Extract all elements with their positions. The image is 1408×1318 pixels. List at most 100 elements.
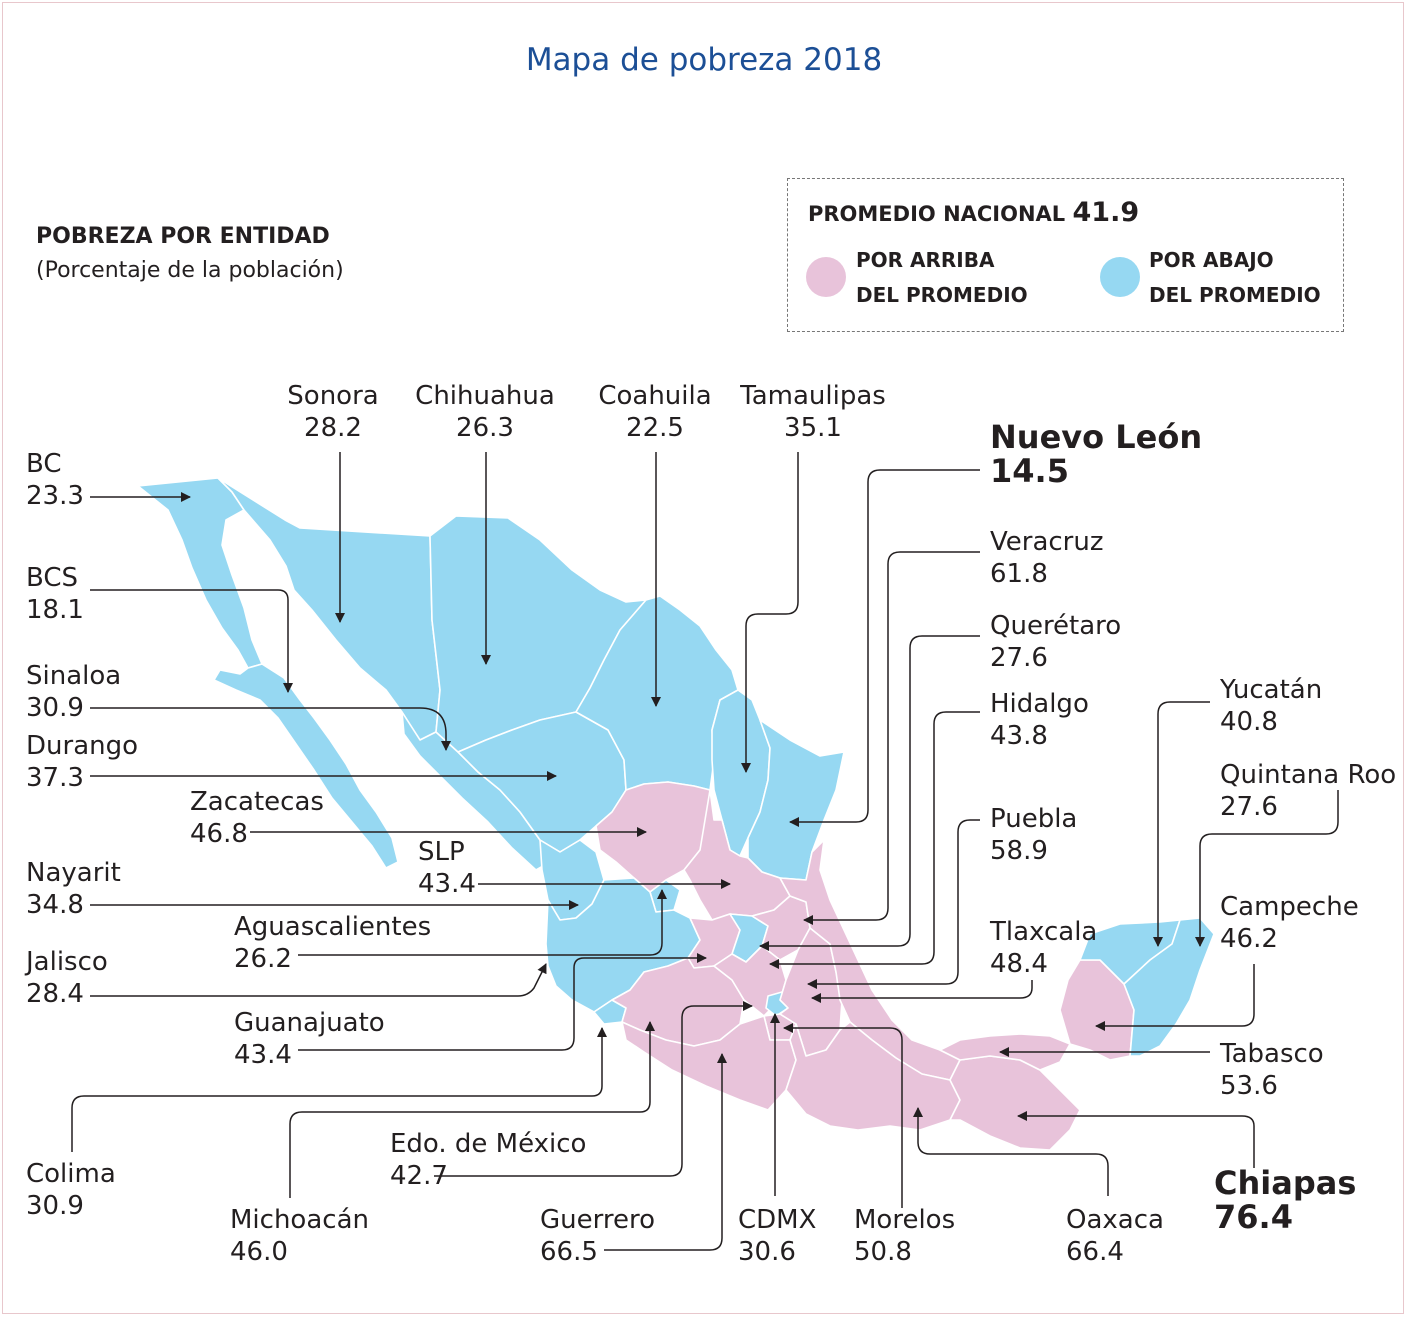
- label-oaxaca-value: 66.4: [1066, 1237, 1124, 1267]
- label-tabasco: Tabasco 53.6: [1220, 1038, 1324, 1102]
- state-quintana-roo: [1123, 917, 1215, 1057]
- label-queretaro-name: Querétaro: [990, 611, 1122, 641]
- label-zacatecas: Zacatecas 46.8: [190, 786, 324, 850]
- label-edomex-name: Edo. de México: [390, 1129, 587, 1159]
- label-queretaro: Querétaro 27.6: [990, 610, 1121, 674]
- label-sonora: Sonora 28.2: [280, 380, 386, 444]
- legend-average-label: PROMEDIO NACIONAL: [808, 202, 1066, 226]
- legend-below-line2: DEL PROMEDIO: [1149, 283, 1321, 307]
- label-sonora-name: Sonora: [287, 381, 379, 411]
- label-sinaloa-name: Sinaloa: [26, 661, 122, 691]
- label-yucatan: Yucatán 40.8: [1220, 674, 1322, 738]
- legend: PROMEDIO NACIONAL 41.9 POR ARRIBA DEL PR…: [787, 178, 1344, 332]
- label-nuevo-leon: Nuevo León 14.5: [990, 420, 1202, 488]
- label-tlaxcala-value: 48.4: [990, 949, 1048, 979]
- label-jalisco-name: Jalisco: [26, 947, 108, 977]
- label-edomex-value: 42.7: [390, 1161, 448, 1191]
- label-yucatan-name: Yucatán: [1220, 675, 1323, 705]
- label-quintana-roo-value: 27.6: [1220, 792, 1278, 822]
- label-bc-name: BC: [26, 449, 62, 479]
- label-aguascalientes-name: Aguascalientes: [234, 912, 432, 942]
- label-oaxaca-name: Oaxaca: [1066, 1205, 1164, 1235]
- leader-tlaxcala: [811, 980, 1033, 1003]
- label-tlaxcala: Tlaxcala 48.4: [990, 916, 1097, 980]
- label-sinaloa: Sinaloa 30.9: [26, 660, 121, 724]
- label-bcs: BCS 18.1: [26, 562, 84, 626]
- label-bcs-name: BCS: [26, 563, 79, 593]
- leader-michoacan: [289, 1021, 655, 1198]
- label-zacatecas-value: 46.8: [190, 819, 248, 849]
- label-morelos: Morelos 50.8: [854, 1204, 955, 1268]
- label-campeche-value: 46.2: [1220, 924, 1278, 954]
- leader-yucatan: [1153, 701, 1210, 947]
- legend-average-value: 41.9: [1072, 197, 1140, 228]
- label-jalisco-value: 28.4: [26, 979, 84, 1009]
- leader-oaxaca: [913, 1107, 1109, 1196]
- state-zacatecas: [595, 781, 715, 893]
- label-aguascalientes-value: 26.2: [234, 944, 292, 974]
- label-veracruz-name: Veracruz: [990, 527, 1104, 557]
- label-tabasco-value: 53.6: [1220, 1071, 1278, 1101]
- label-campeche-name: Campeche: [1220, 892, 1359, 922]
- label-campeche: Campeche 46.2: [1220, 891, 1359, 955]
- state-sonora: [217, 477, 441, 741]
- label-tabasco-name: Tabasco: [1220, 1039, 1324, 1069]
- label-durango-value: 37.3: [26, 763, 84, 793]
- label-puebla-name: Puebla: [990, 804, 1078, 834]
- legend-label-below: POR ABAJO DEL PROMEDIO: [1149, 243, 1321, 313]
- label-jalisco: Jalisco 28.4: [26, 946, 108, 1010]
- label-nayarit: Nayarit 34.8: [26, 857, 121, 921]
- leader-tamaulipas: [741, 452, 799, 773]
- label-guanajuato-value: 43.4: [234, 1040, 292, 1070]
- label-puebla-value: 58.9: [990, 836, 1048, 866]
- map-subtitle: POBREZA POR ENTIDAD: [36, 224, 330, 249]
- label-oaxaca: Oaxaca 66.4: [1066, 1204, 1164, 1268]
- label-coahuila-name: Coahuila: [598, 381, 712, 411]
- map-title: Mapa de pobreza 2018: [525, 42, 883, 78]
- leader-aguascalientes: [298, 889, 667, 956]
- legend-swatch-above: [806, 257, 846, 297]
- label-coahuila: Coahuila 22.5: [590, 380, 720, 444]
- label-cdmx-name: CDMX: [738, 1205, 817, 1235]
- legend-above-line2: DEL PROMEDIO: [856, 283, 1028, 307]
- leader-jalisco: [90, 963, 547, 997]
- legend-below-line1: POR ABAJO: [1149, 248, 1274, 272]
- label-nuevo-leon-name: Nuevo León: [990, 418, 1203, 456]
- label-slp-value: 43.4: [418, 869, 476, 899]
- leader-quintana-roo: [1195, 790, 1339, 947]
- label-slp-name: SLP: [418, 837, 465, 867]
- label-nayarit-value: 34.8: [26, 890, 84, 920]
- label-michoacan-name: Michoacán: [230, 1205, 369, 1235]
- label-veracruz-value: 61.8: [990, 559, 1048, 589]
- label-nayarit-name: Nayarit: [26, 858, 121, 888]
- map-units-note: (Porcentaje de la población): [36, 258, 344, 283]
- label-guerrero-value: 66.5: [540, 1237, 598, 1267]
- label-zacatecas-name: Zacatecas: [190, 787, 324, 817]
- label-slp: SLP 43.4: [418, 836, 476, 900]
- legend-swatch-below: [1100, 257, 1140, 297]
- legend-title: PROMEDIO NACIONAL 41.9: [808, 197, 1139, 228]
- label-chiapas: Chiapas 76.4: [1214, 1166, 1356, 1234]
- label-guerrero: Guerrero 66.5: [540, 1204, 655, 1268]
- label-guanajuato: Guanajuato 43.4: [234, 1007, 385, 1071]
- label-chihuahua-name: Chihuahua: [415, 381, 555, 411]
- label-durango-name: Durango: [26, 731, 139, 761]
- leader-hidalgo: [769, 711, 980, 969]
- legend-above-line1: POR ARRIBA: [856, 248, 995, 272]
- label-cdmx: CDMX 30.6: [738, 1204, 816, 1268]
- label-michoacan-value: 46.0: [230, 1237, 288, 1267]
- label-chiapas-value: 76.4: [1214, 1198, 1293, 1236]
- label-puebla: Puebla 58.9: [990, 803, 1077, 867]
- leader-colima: [71, 1027, 607, 1152]
- label-bcs-value: 18.1: [26, 595, 84, 625]
- label-edomex: Edo. de México 42.7: [390, 1128, 586, 1192]
- state-bcs: [213, 663, 399, 869]
- legend-label-above: POR ARRIBA DEL PROMEDIO: [856, 243, 1028, 313]
- label-colima-value: 30.9: [26, 1191, 84, 1221]
- label-coahuila-value: 22.5: [626, 413, 684, 443]
- label-tamaulipas-value: 35.1: [784, 413, 842, 443]
- label-bc: BC 23.3: [26, 448, 84, 512]
- leader-nuevo-leon: [789, 469, 980, 827]
